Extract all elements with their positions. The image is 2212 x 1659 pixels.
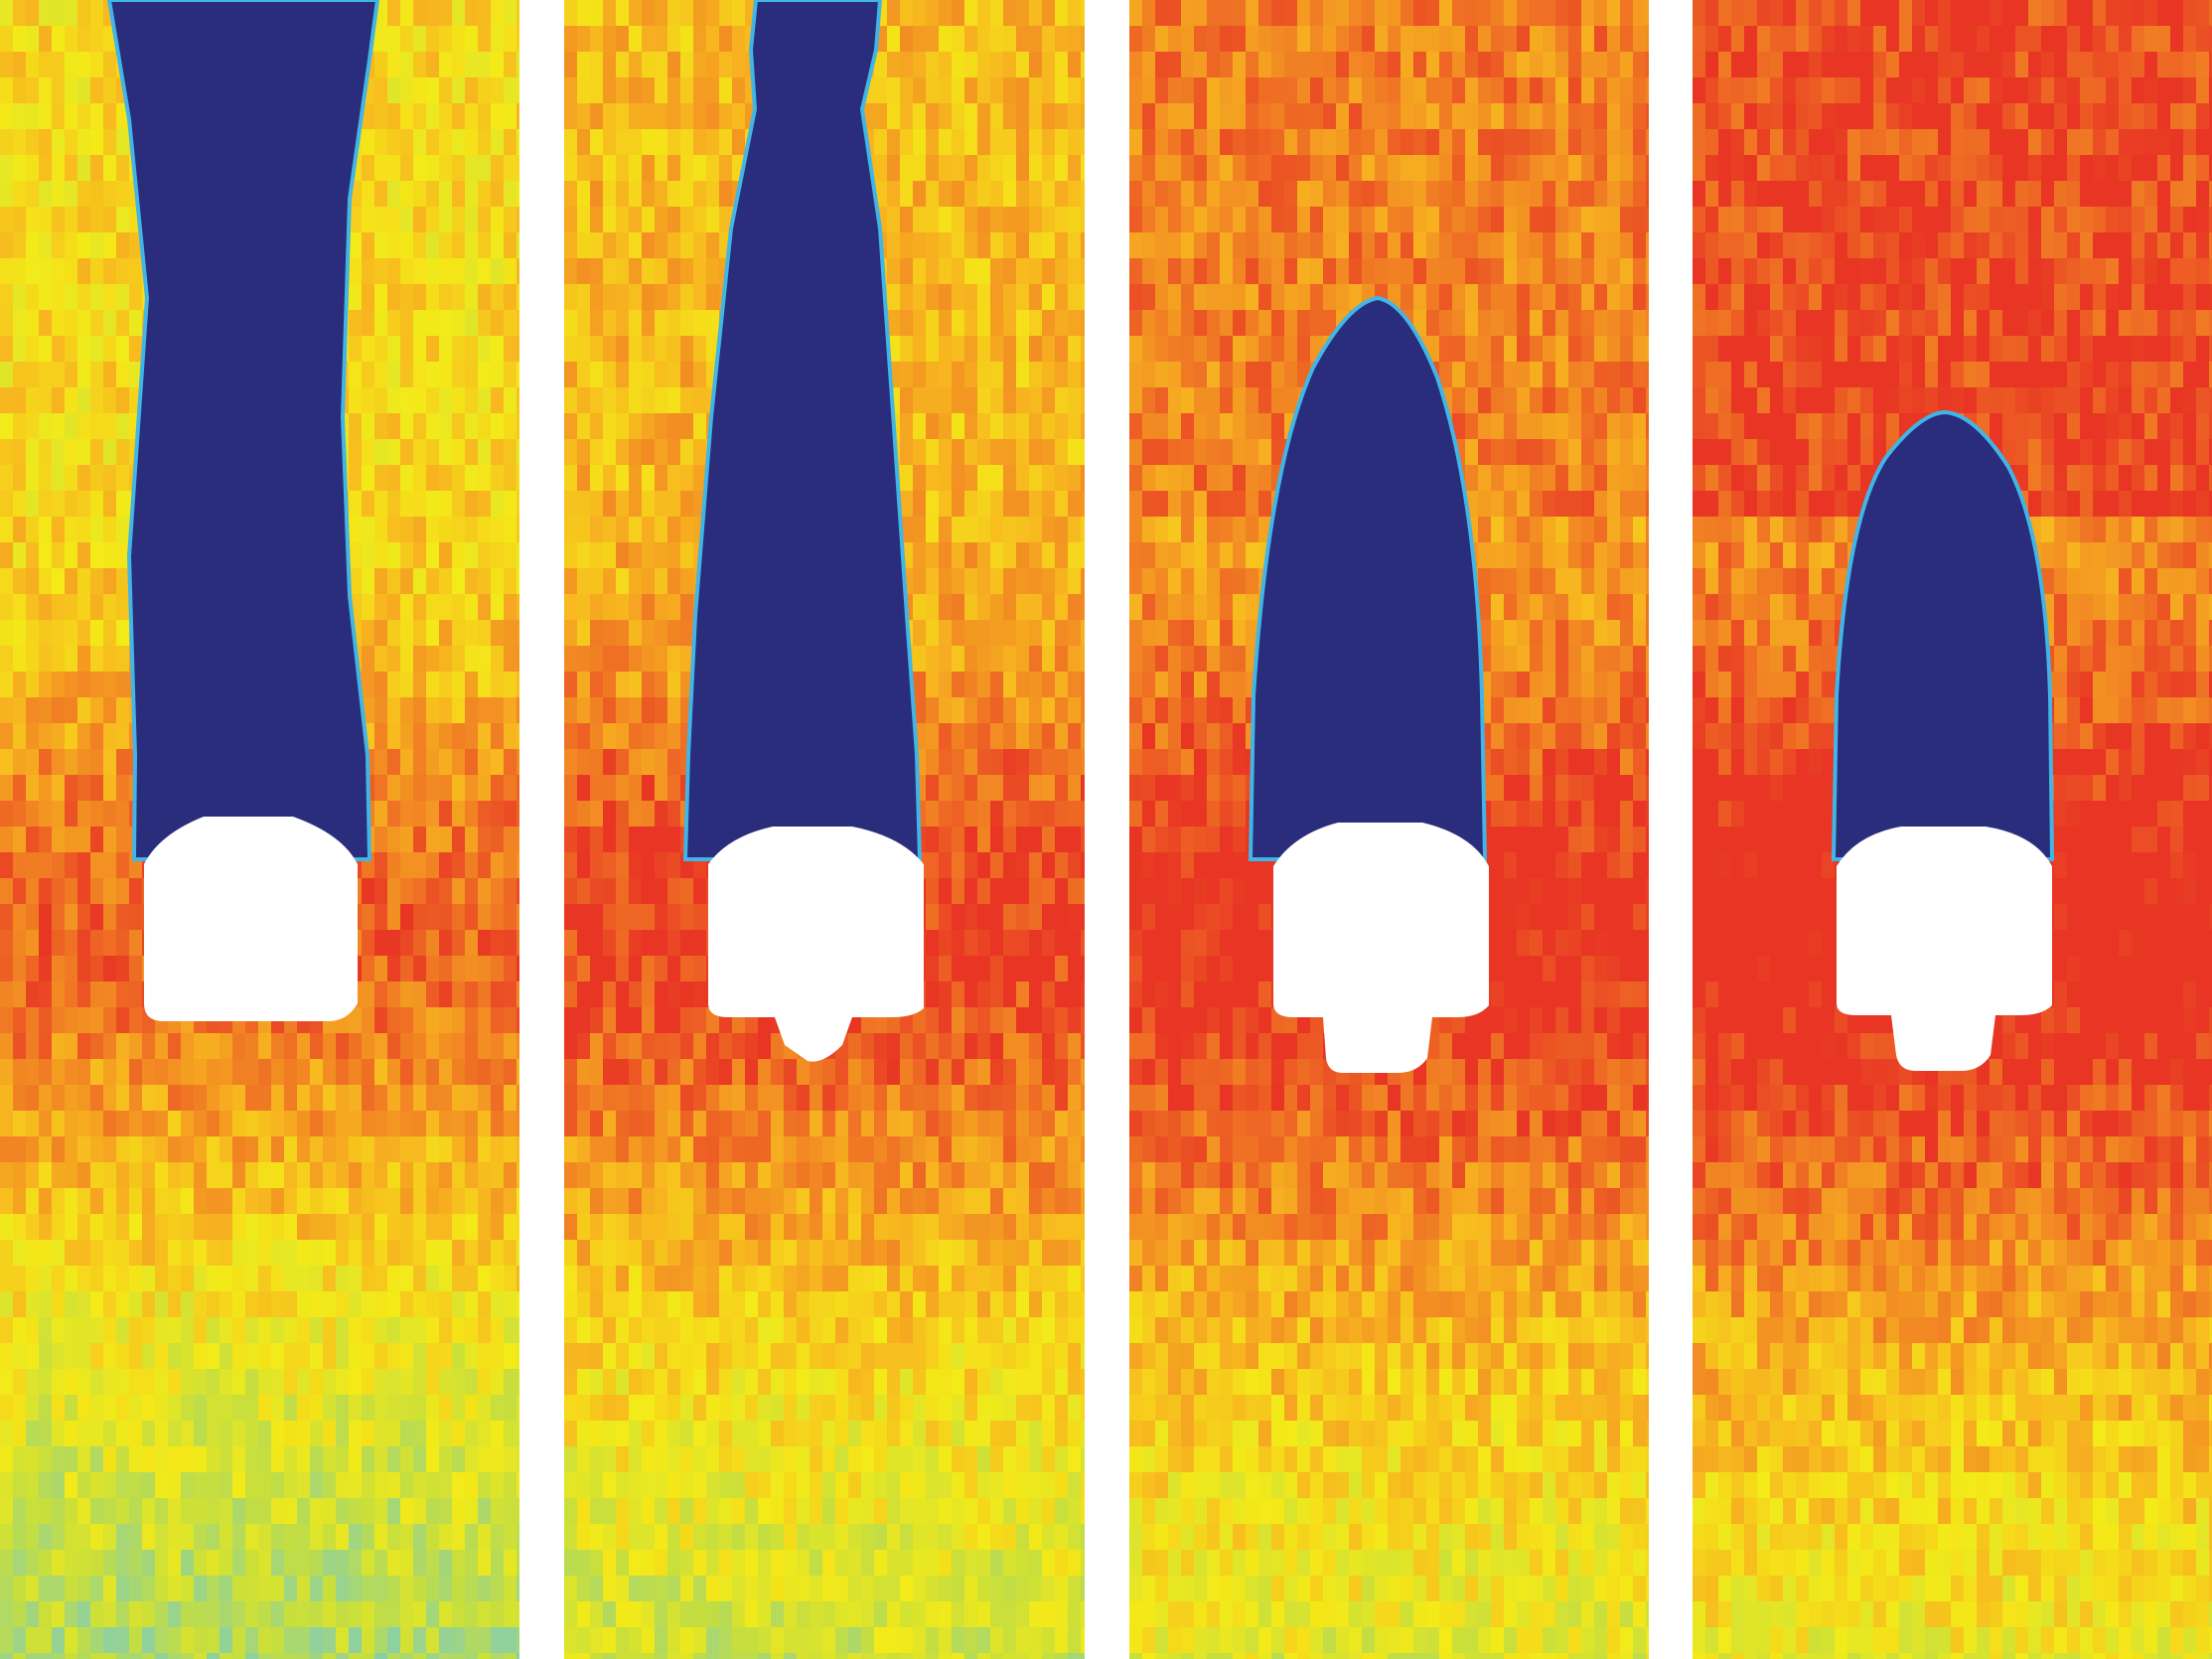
cavity-3 [1248, 295, 1488, 861]
body-2 [708, 827, 924, 1062]
body-1 [144, 817, 358, 1021]
panel-4 [1693, 0, 2212, 1659]
panel-1 [0, 0, 519, 1659]
cavity-2 [682, 0, 923, 861]
panel-2 [564, 0, 1085, 1659]
cavity-4 [1831, 409, 2055, 861]
panel-3 [1129, 0, 1649, 1659]
body-3 [1273, 823, 1489, 1073]
field-1 [0, 0, 519, 1659]
body-4 [1837, 827, 2052, 1071]
cavity-1 [106, 0, 380, 861]
